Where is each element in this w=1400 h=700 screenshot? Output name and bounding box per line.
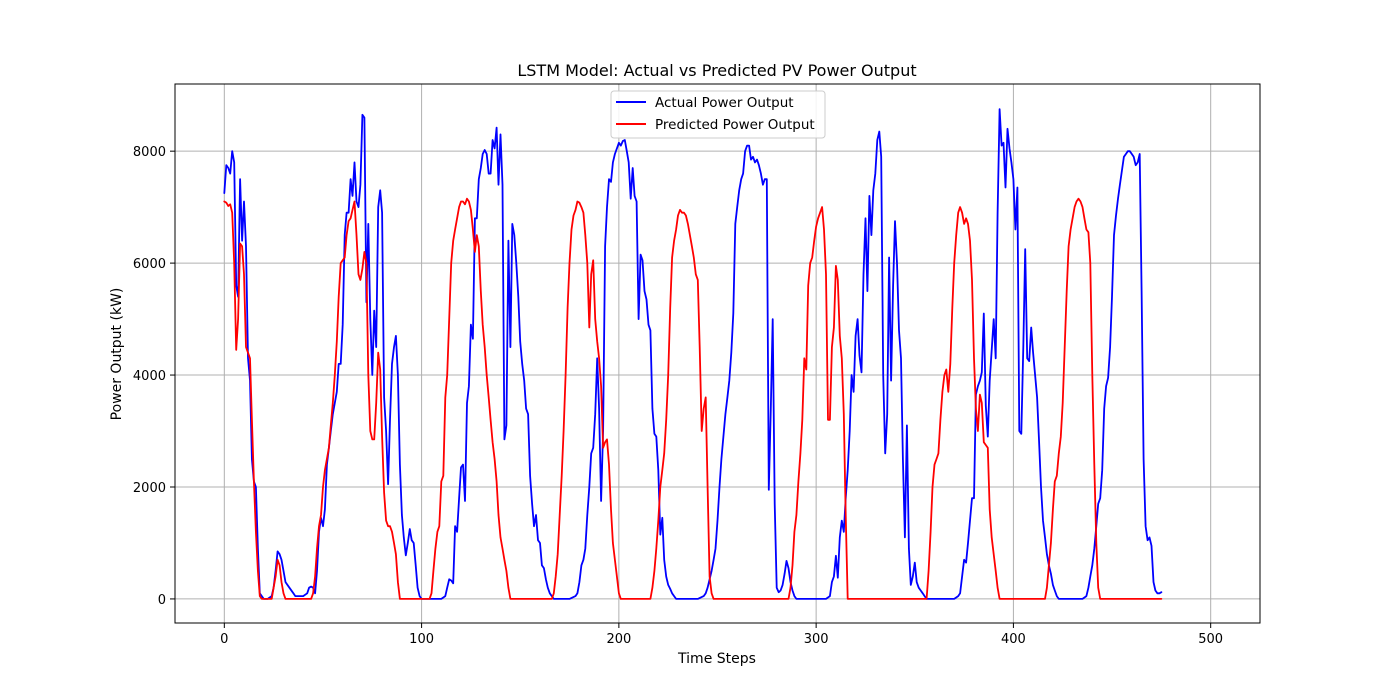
x-tick-label: 300	[804, 632, 829, 647]
legend: Actual Power Output Predicted Power Outp…	[610, 90, 826, 139]
y-axis-label: Power Output (kW)	[109, 288, 125, 421]
y-tick-label: 4000	[133, 369, 166, 384]
x-tick-label: 100	[409, 632, 434, 647]
y-tick-label: 6000	[133, 257, 166, 272]
plot-frame	[174, 83, 1261, 624]
x-tick-label: 500	[1198, 632, 1223, 647]
axis-ticks: 0 100 200 300 400 500 0 2000 4000 6000 8000	[133, 145, 1223, 647]
legend-box	[610, 90, 826, 139]
y-tick-label: 8000	[133, 145, 166, 160]
series-line-actual	[223, 108, 1163, 600]
x-tick-label: 400	[1001, 632, 1026, 647]
series-line-predicted	[223, 197, 1163, 600]
chart-title: LSTM Model: Actual vs Predicted PV Power…	[517, 61, 916, 80]
legend-label-actual: Actual Power Output	[655, 95, 794, 111]
legend-label-predicted: Predicted Power Output	[655, 117, 815, 133]
y-tick-label: 0	[158, 593, 166, 608]
plot-series	[223, 108, 1163, 600]
x-axis-label: Time Steps	[677, 651, 756, 667]
x-tick-label: 200	[606, 632, 631, 647]
y-tick-label: 2000	[133, 481, 166, 496]
x-tick-label: 0	[220, 632, 228, 647]
